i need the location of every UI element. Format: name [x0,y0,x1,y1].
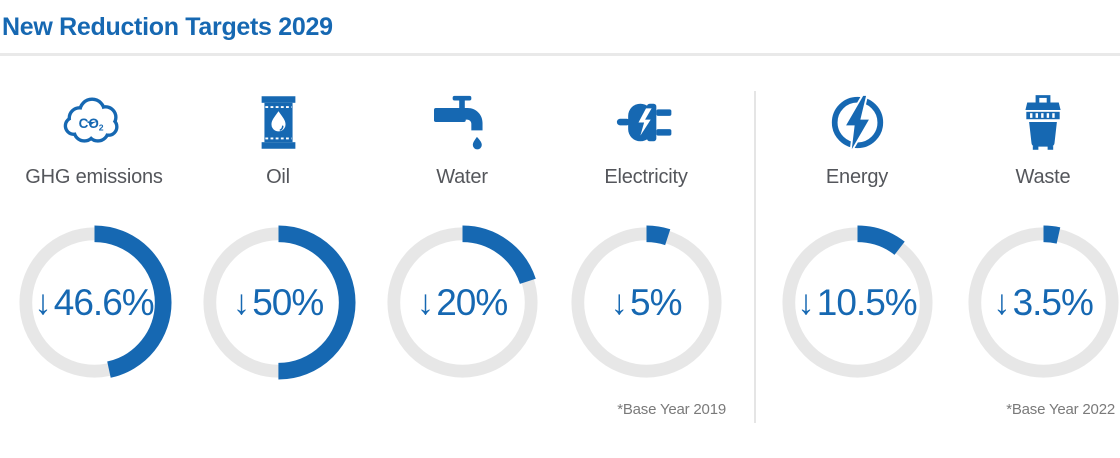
metric-value: ↓ 50% [200,224,357,381]
donut-arc [16,225,172,380]
metric-value-number: 50% [252,281,324,323]
metric-column: CO2 [554,90,738,381]
donut-arc [965,225,1120,380]
metric-value: ↓ 46.6% [16,224,173,381]
gauges-area: CO2 [0,90,1120,423]
metric-value: ↓ 10.5% [779,224,936,381]
metric-column: CO2 [2,90,186,381]
metric-value-number: 3.5% [1012,281,1094,323]
base-year-note: *Base Year 2019 [617,401,726,418]
group-divider-line [754,91,756,423]
donut-gauge: ↓ 46.6% [16,224,173,381]
donut-arc [568,225,724,380]
metric-group: CO2 [2,90,738,418]
down-arrow-icon: ↓ [416,282,434,322]
metric-icon-box: CO2 [432,90,492,154]
donut-chart [779,225,935,380]
metric-value-number: 10.5% [816,281,918,323]
metric-value: ↓ 5% [568,224,725,381]
waste-bin-icon [1025,95,1061,150]
metric-icon-box: CO2 [829,90,886,154]
donut-chart [568,225,724,380]
metric-label: Energy [825,166,889,188]
metric-label: Oil [266,166,290,188]
donut-gauge: ↓ 20% [384,224,541,381]
metric-value: ↓ 3.5% [965,224,1120,381]
water-faucet-icon [434,95,483,150]
metric-column: CO2 [764,90,950,381]
metric-label: Water [436,166,488,188]
donut-gauge: ↓ 5% [568,224,725,381]
donut-gauge: ↓ 3.5% [965,224,1120,381]
down-arrow-icon: ↓ [232,282,250,322]
header-divider-line [0,53,1120,56]
base-year-note: *Base Year 2022 [1006,401,1115,418]
electric-plug-icon [616,103,672,141]
co2-cloud-icon: CO2 [63,97,119,143]
metric-icon-box: CO2 [1018,90,1068,154]
page-header: New Reduction Targets 2029 [0,0,1120,42]
metric-value-number: 20% [436,281,508,323]
metric-label: Waste [1015,166,1071,188]
svg-text:CO2: CO2 [79,116,104,133]
page-title: New Reduction Targets 2029 [2,13,333,41]
down-arrow-icon: ↓ [797,282,814,322]
metric-value: ↓ 20% [384,224,541,381]
donut-arc [779,225,935,380]
donut-arc [200,225,356,380]
down-arrow-icon: ↓ [610,282,628,322]
metric-label: GHG emissions [25,166,163,188]
metric-icon-box: CO2 [63,90,125,154]
donut-chart [965,225,1120,380]
down-arrow-icon: ↓ [993,282,1010,322]
metric-column: CO2 [370,90,554,381]
donut-chart [200,225,356,380]
metric-value-number: 46.6% [53,281,155,323]
metric-label: Electricity [604,166,688,188]
metric-icon-box: CO2 [615,90,677,154]
donut-gauge: ↓ 50% [200,224,357,381]
metric-column: CO2 [950,90,1120,381]
metric-column: CO2 [186,90,370,381]
metric-icon-box: CO2 [256,90,301,154]
energy-bolt-icon [831,93,883,150]
donut-chart [16,225,172,380]
donut-arc [384,225,540,380]
donut-chart [384,225,540,380]
donut-gauge: ↓ 10.5% [779,224,936,381]
metric-group: CO2 [764,90,1120,418]
metric-value-number: 5% [630,281,682,323]
oil-barrel-icon [261,95,295,149]
down-arrow-icon: ↓ [34,282,51,322]
